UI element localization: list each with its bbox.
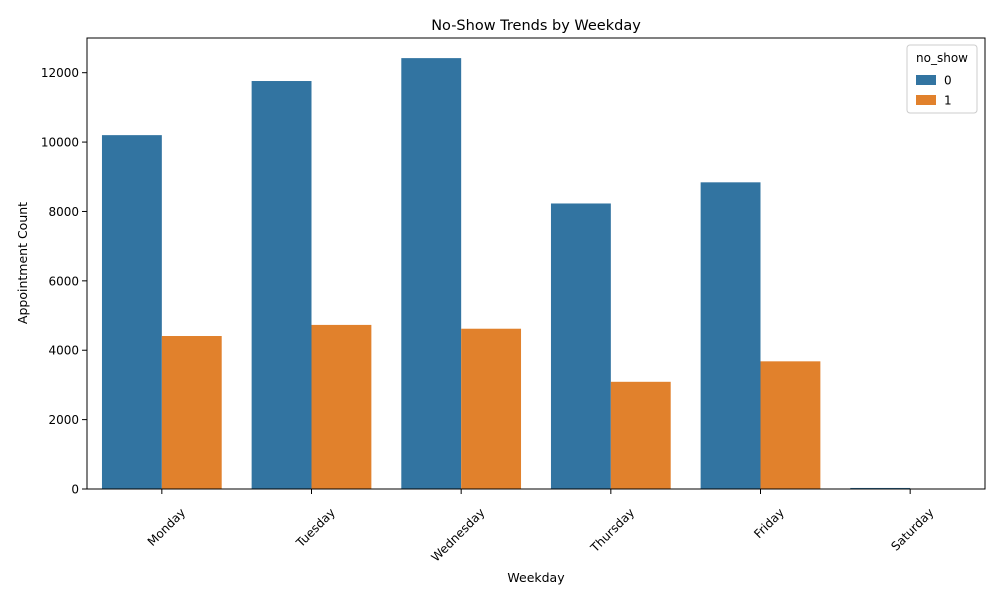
y-tick-label: 10000 [41, 136, 79, 150]
bar-wednesday-no-show-1 [461, 329, 521, 489]
legend-title: no_show [916, 51, 968, 65]
x-axis-label: Weekday [507, 570, 565, 585]
legend-swatch-1 [916, 95, 936, 105]
bar-friday-no-show-0 [701, 182, 761, 489]
bar-thursday-no-show-0 [551, 203, 611, 489]
y-tick-label: 12000 [41, 66, 79, 80]
y-tick-label: 4000 [48, 344, 79, 358]
legend-label-0: 0 [944, 74, 952, 88]
y-tick-label: 8000 [48, 205, 79, 219]
legend: no_show 0 1 [907, 45, 977, 113]
x-axis: Monday Tuesday Wednesday Thursday Friday Satu… [145, 489, 937, 564]
y-axis-label: Appointment Count [15, 202, 30, 324]
x-tick-label: Wednesday [428, 505, 487, 564]
x-tick-label: Tuesday [293, 505, 338, 550]
bar-tuesday-no-show-0 [252, 81, 312, 489]
legend-swatch-0 [916, 75, 936, 85]
bar-monday-no-show-1 [162, 336, 222, 489]
bar-wednesday-no-show-0 [401, 58, 461, 489]
chart-title: No-Show Trends by Weekday [431, 18, 641, 34]
y-tick-label: 0 [71, 483, 79, 497]
bar-tuesday-no-show-1 [312, 325, 372, 489]
x-tick-label: Saturday [888, 505, 936, 553]
bar-thursday-no-show-1 [611, 382, 671, 489]
y-tick-label: 6000 [48, 274, 79, 288]
x-tick-label: Friday [751, 505, 787, 541]
legend-label-1: 1 [944, 94, 952, 108]
x-tick-label: Monday [145, 505, 188, 548]
x-tick-label: Thursday [587, 505, 637, 555]
bars-group [102, 58, 970, 489]
y-axis: 0 2000 4000 6000 8000 10000 12000 [41, 66, 87, 496]
bar-friday-no-show-1 [761, 361, 821, 489]
bar-monday-no-show-0 [102, 135, 162, 489]
y-tick-label: 2000 [48, 413, 79, 427]
